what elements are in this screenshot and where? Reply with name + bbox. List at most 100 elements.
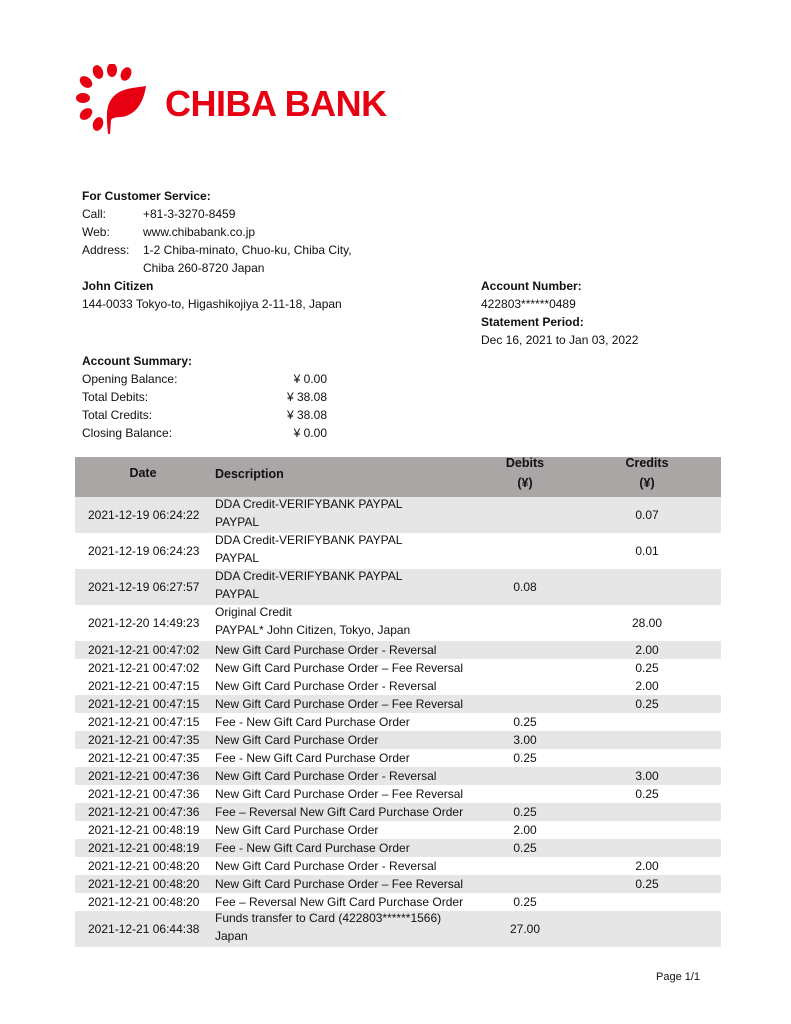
- cell-description: New Gift Card Purchase Order – Fee Rever…: [215, 697, 464, 711]
- summary-value: ¥ 0.00: [293, 372, 327, 386]
- cell-date: 2021-12-21 00:47:36: [88, 769, 200, 783]
- bank-address-line1: 1-2 Chiba-minato, Chuo-ku, Chiba City,: [143, 243, 352, 257]
- cell-description: DDA Credit-VERIFYBANK PAYPAL: [215, 569, 403, 583]
- summary-closing-balance: Closing Balance: ¥ 0.00: [82, 424, 327, 442]
- cell-description: New Gift Card Purchase Order – Fee Rever…: [215, 877, 464, 891]
- cell-credit: 2.00: [635, 643, 659, 657]
- cell-debit: 0.25: [513, 805, 537, 819]
- cell-date: 2021-12-19 06:27:57: [88, 580, 200, 594]
- table-row: 2021-12-21 00:48:19 Fee - New Gift Card P…: [75, 839, 721, 857]
- cell-date: 2021-12-19 06:24:23: [88, 544, 200, 558]
- cell-credit: 28.00: [631, 616, 663, 630]
- cell-description: DDA Credit-VERIFYBANK PAYPAL: [215, 497, 403, 511]
- header-description: Description: [215, 467, 284, 481]
- cell-description: PAYPAL: [215, 587, 260, 601]
- table-row: 2021-12-21 00:47:02 New Gift Card Purchas…: [75, 659, 721, 677]
- table-header: Date Description Debits (¥) Credits (¥): [75, 456, 721, 497]
- statement-period-label: Statement Period:: [481, 315, 584, 329]
- header-debits-unit: (¥): [517, 476, 533, 490]
- cell-credit: 0.07: [635, 508, 659, 522]
- statement-period: Dec 16, 2021 to Jan 03, 2022: [481, 333, 639, 347]
- customer-name: John Citizen: [82, 279, 154, 293]
- cell-description: New Gift Card Purchase Order: [215, 733, 379, 747]
- table-row: 2021-12-19 06:27:57 DDA Credit-VERIFYBANK…: [75, 569, 721, 605]
- cell-date: 2021-12-19 06:24:22: [88, 508, 200, 522]
- cell-credit: 0.25: [635, 697, 659, 711]
- cell-date: 2021-12-20 14:49:23: [88, 616, 200, 630]
- cell-description: Fee – Reversal New Gift Card Purchase Or…: [215, 895, 464, 909]
- cell-debit: 3.00: [513, 733, 537, 747]
- cell-date: 2021-12-21 06:44:38: [88, 922, 200, 936]
- cell-description: Original Credit: [215, 605, 292, 619]
- account-summary: Account Summary: Opening Balance: ¥ 0.00 …: [82, 352, 327, 442]
- cell-description: PAYPAL* John Citizen, Tokyo, Japan: [215, 623, 411, 637]
- cell-date: 2021-12-21 00:48:20: [88, 895, 200, 909]
- customer-address: 144-0033 Tokyo-to, Higashikojiya 2-11-18…: [82, 297, 342, 311]
- call-label: Call:: [82, 207, 107, 221]
- table-row: 2021-12-21 00:47:02 New Gift Card Purchas…: [75, 641, 721, 659]
- table-row: 2021-12-21 00:47:15 New Gift Card Purchas…: [75, 695, 721, 713]
- customer-service-block: For Customer Service: Call: +81-3-3270-84…: [82, 187, 352, 313]
- cell-description: PAYPAL: [215, 551, 260, 565]
- account-number-label: Account Number:: [481, 279, 582, 293]
- cell-description: Fee – Reversal New Gift Card Purchase Or…: [215, 805, 464, 819]
- cell-date: 2021-12-21 00:48:20: [88, 859, 200, 873]
- cell-description: DDA Credit-VERIFYBANK PAYPAL: [215, 533, 403, 547]
- table-row: 2021-12-21 00:48:19 New Gift Card Purchas…: [75, 821, 721, 839]
- cell-date: 2021-12-21 00:47:15: [88, 715, 200, 729]
- cell-date: 2021-12-21 00:47:02: [88, 661, 200, 675]
- table-row: 2021-12-21 00:47:15 New Gift Card Purchas…: [75, 677, 721, 695]
- summary-opening-balance: Opening Balance: ¥ 0.00: [82, 370, 327, 388]
- header-credits: Credits: [625, 456, 669, 470]
- cell-date: 2021-12-21 00:47:15: [88, 697, 200, 711]
- cell-credit: 0.25: [635, 661, 659, 675]
- table-row: 2021-12-19 06:24:23 DDA Credit-VERIFYBANK…: [75, 533, 721, 569]
- web-link[interactable]: www.chibabank.co.jp: [143, 225, 256, 239]
- cell-debit: 27.00: [509, 922, 541, 936]
- cell-debit: 0.25: [513, 751, 537, 765]
- cell-debit: 2.00: [513, 823, 537, 837]
- cell-description: New Gift Card Purchase Order - Reversal: [215, 769, 437, 783]
- transactions-table: Date Description Debits (¥) Credits (¥) …: [75, 456, 721, 947]
- summary-label: Total Debits:: [82, 390, 149, 404]
- summary-total-debits: Total Debits: ¥ 38.08: [82, 388, 327, 406]
- cell-date: 2021-12-21 00:48:19: [88, 823, 200, 837]
- address-label: Address:: [82, 243, 130, 257]
- cell-date: 2021-12-21 00:48:20: [88, 877, 200, 891]
- cell-description: New Gift Card Purchase Order - Reversal: [215, 643, 437, 657]
- cell-description: Fee - New Gift Card Purchase Order: [215, 751, 410, 765]
- cell-date: 2021-12-21 00:47:15: [88, 679, 200, 693]
- header-credits-unit: (¥): [639, 476, 655, 490]
- table-row: 2021-12-21 00:48:20 New Gift Card Purchas…: [75, 875, 721, 893]
- table-row: 2021-12-21 00:47:36 New Gift Card Purchas…: [75, 767, 721, 785]
- table-body: 2021-12-19 06:24:22 DDA Credit-VERIFYBANK…: [75, 497, 721, 947]
- cell-description: Fee - New Gift Card Purchase Order: [215, 715, 410, 729]
- summary-value: ¥ 0.00: [293, 426, 327, 440]
- summary-label: Opening Balance:: [82, 372, 178, 386]
- cell-credit: 3.00: [635, 769, 659, 783]
- header-date: Date: [129, 466, 157, 480]
- customer-service-heading: For Customer Service:: [82, 189, 211, 203]
- summary-total-credits: Total Credits: ¥ 38.08: [82, 406, 327, 424]
- bank-logo-flower-icon: [76, 64, 146, 134]
- summary-label: Closing Balance:: [82, 426, 173, 440]
- summary-value: ¥ 38.08: [286, 390, 327, 404]
- header-debits: Debits: [505, 456, 545, 470]
- cell-description: New Gift Card Purchase Order: [215, 823, 379, 837]
- cell-description: New Gift Card Purchase Order – Fee Rever…: [215, 661, 464, 675]
- table-row: 2021-12-19 06:24:22 DDA Credit-VERIFYBANK…: [75, 497, 721, 533]
- page-number: Page 1/1: [656, 971, 701, 983]
- summary-label: Total Credits:: [82, 408, 153, 422]
- cell-date: 2021-12-21 00:47:02: [88, 643, 200, 657]
- account-number: 422803******0489: [481, 297, 576, 311]
- table-row: 2021-12-21 00:47:35 New Gift Card Purchas…: [75, 731, 721, 749]
- account-summary-heading: Account Summary:: [82, 354, 193, 368]
- cell-date: 2021-12-21 00:47:36: [88, 787, 200, 801]
- bank-address-line2: Chiba 260-8720 Japan: [143, 261, 265, 275]
- cell-credit: 2.00: [635, 859, 659, 873]
- cell-description: Japan: [215, 929, 248, 943]
- cell-date: 2021-12-21 00:47:36: [88, 805, 200, 819]
- cell-debit: 0.25: [513, 841, 537, 855]
- cell-description: Funds transfer to Card (422803******1566…: [215, 911, 442, 925]
- table-row: 2021-12-21 00:47:35 Fee - New Gift Card P…: [75, 749, 721, 767]
